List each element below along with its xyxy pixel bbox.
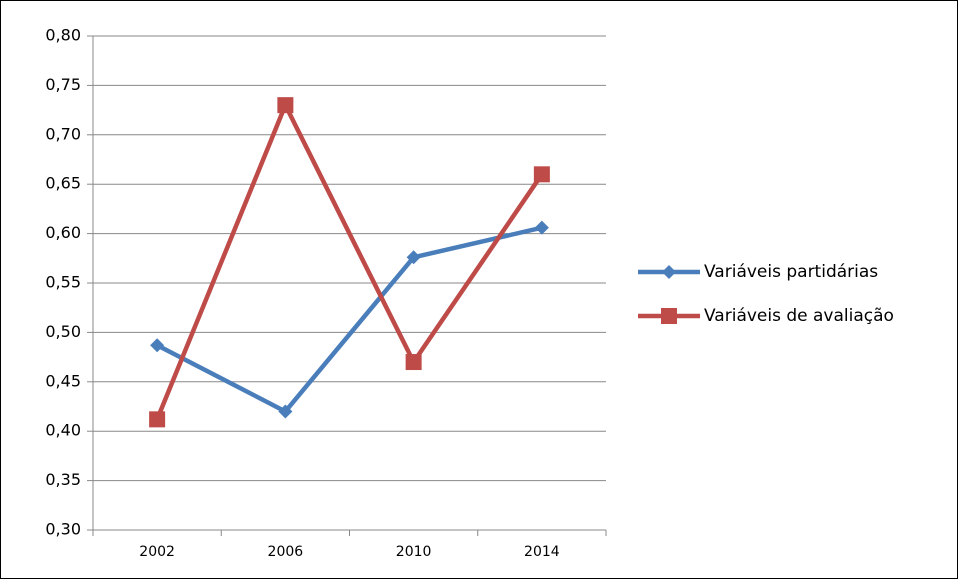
legend-marker — [662, 265, 676, 279]
y-tick-label: 0,80 — [45, 26, 81, 45]
y-tick-label: 0,60 — [45, 223, 81, 242]
series-line — [155, 102, 544, 421]
data-point — [406, 250, 421, 265]
data-point — [278, 404, 293, 419]
y-tick-label: 0,65 — [45, 174, 81, 193]
x-tick-label: 2010 — [396, 544, 432, 560]
legend-label: Variáveis de avaliação — [704, 306, 894, 326]
legend-marker — [661, 308, 677, 324]
data-point — [533, 166, 550, 183]
data-point — [534, 220, 549, 235]
x-tick-label: 2002 — [139, 544, 175, 560]
y-tick-label: 0,40 — [45, 421, 81, 440]
y-tick-label: 0,35 — [45, 470, 81, 489]
series-line — [156, 225, 543, 414]
y-tick-label: 0,30 — [45, 520, 81, 539]
y-tick-label: 0,55 — [45, 273, 81, 292]
y-tick-label: 0,50 — [45, 322, 81, 341]
y-tick-label: 0,70 — [45, 124, 81, 143]
x-tick-label: 2014 — [524, 544, 560, 560]
y-tick-label: 0,75 — [45, 75, 81, 94]
y-tick-label: 0,45 — [45, 371, 81, 390]
data-point — [405, 354, 422, 371]
data-point — [149, 411, 166, 428]
data-point — [277, 97, 294, 114]
data-point — [150, 338, 165, 353]
legend-label: Variáveis partidárias — [704, 262, 878, 282]
x-tick-label: 2006 — [268, 544, 304, 560]
